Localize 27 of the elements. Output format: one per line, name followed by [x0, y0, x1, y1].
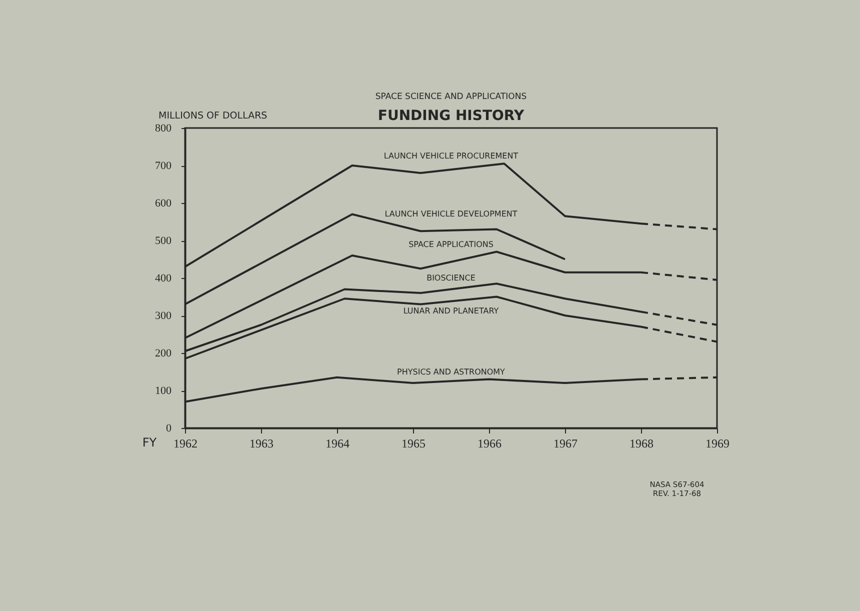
- y-tick-label: 700: [155, 160, 172, 172]
- y-tick-label: 400: [155, 272, 172, 284]
- chart-title: FUNDING HISTORY: [378, 108, 525, 124]
- y-tick-label: 300: [155, 310, 172, 322]
- y-tick-label: 800: [155, 122, 172, 134]
- series-label: BIOSCIENCE: [426, 274, 476, 283]
- x-axis-title: FY: [142, 436, 158, 450]
- series-label: LUNAR AND PLANETARY: [403, 306, 499, 316]
- y-tick-label: 200: [155, 348, 172, 360]
- series-label: SPACE APPLICATIONS: [408, 240, 494, 249]
- x-tick-label: 1968: [630, 436, 654, 450]
- chart-subtitle: SPACE SCIENCE AND APPLICATIONS: [375, 92, 527, 102]
- x-tick-label: 1962: [174, 436, 198, 450]
- x-tick-label: 1964: [326, 436, 350, 450]
- y-tick-label: 0: [166, 422, 172, 434]
- x-tick-label: 1967: [554, 436, 578, 450]
- y-axis-title: MILLIONS OF DOLLARS: [158, 110, 268, 122]
- series-label: PHYSICS AND ASTRONOMY: [397, 367, 506, 376]
- series-label: LAUNCH VEHICLE DEVELOPMENT: [384, 209, 518, 218]
- x-tick-label: 1965: [402, 436, 426, 450]
- y-tick-label: 500: [155, 235, 172, 247]
- series-label: LAUNCH VEHICLE PROCUREMENT: [384, 152, 518, 161]
- y-tick-label: 600: [155, 198, 172, 210]
- x-tick-label: 1963: [250, 436, 274, 450]
- x-tick-label: 1969: [706, 436, 730, 450]
- y-tick-label: 100: [155, 385, 172, 397]
- x-tick-label: 1966: [478, 436, 502, 450]
